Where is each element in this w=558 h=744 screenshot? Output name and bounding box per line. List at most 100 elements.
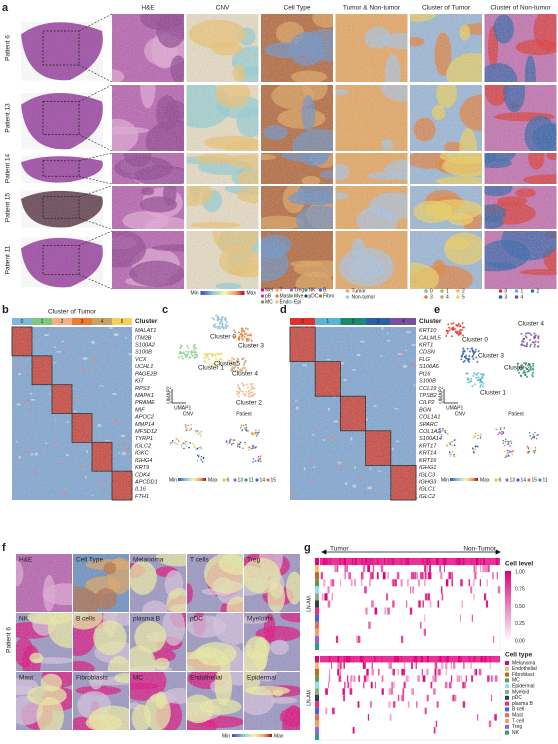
umap-point (462, 352, 465, 355)
umap-point (218, 358, 221, 361)
mini-umap-point (502, 431, 504, 433)
umap-point (465, 357, 468, 360)
cluster-header (72, 318, 92, 325)
umap-point (527, 362, 530, 365)
label: Treg (512, 724, 522, 730)
umap-point (241, 367, 244, 370)
umap-point (467, 381, 470, 384)
texture (335, 14, 408, 82)
heat-cell (426, 668, 429, 676)
umap-point (460, 354, 463, 357)
mini-umap-point (506, 449, 509, 452)
heat-cell (363, 675, 367, 682)
label: KRT10 (419, 328, 437, 334)
heat-cell (402, 668, 406, 676)
umap-point (195, 347, 198, 350)
heat-cell (482, 565, 485, 573)
heat-cell (403, 662, 406, 669)
heat-cell (413, 572, 415, 580)
umap-point (521, 367, 524, 370)
mini-umap-point (510, 442, 513, 444)
tissue (335, 186, 408, 229)
legend-dot (255, 478, 259, 482)
label: 15 (271, 477, 277, 483)
label: 3 (81, 319, 84, 325)
umap-point (461, 350, 464, 353)
mini-umap-point (169, 442, 172, 445)
tissue (410, 231, 482, 289)
umap-point (251, 395, 254, 398)
label: PRAME (135, 400, 155, 406)
legend-dot (498, 289, 503, 293)
umap-point (526, 343, 529, 346)
row-color (315, 593, 319, 601)
row-color (315, 681, 319, 689)
mini-umap-point (454, 455, 457, 458)
legend-dot (514, 289, 519, 293)
mini-umap-point (239, 441, 242, 444)
label: 14 (521, 477, 527, 483)
umap-point (516, 362, 519, 365)
label: Cluster (419, 318, 442, 325)
umap-point (240, 332, 243, 335)
heat-cell (320, 572, 324, 580)
mini-umap-point (196, 430, 198, 433)
label: IGKC (135, 451, 150, 457)
heat-cell (465, 675, 467, 682)
umap-point (536, 345, 539, 348)
umap-point (189, 356, 192, 359)
label: 0 (505, 288, 508, 294)
heat-cell (463, 662, 465, 669)
texture (484, 14, 557, 82)
umap-point (519, 374, 522, 377)
umap-point (537, 340, 540, 343)
umap-point (524, 335, 527, 338)
heat-cell (415, 662, 417, 669)
label: Patient 13 (5, 103, 12, 133)
texture (244, 554, 300, 612)
mini-umap-point (239, 426, 242, 429)
umap-point (476, 360, 479, 363)
zoom-line (78, 134, 113, 152)
heat-cell (474, 668, 477, 676)
heat-cell (336, 565, 339, 573)
texture (186, 186, 259, 229)
mini-umap-point (184, 423, 187, 426)
label: IGLC1 (419, 487, 435, 493)
mini-umap-point (452, 450, 454, 453)
heat-cell (372, 565, 375, 573)
heat-cell (456, 675, 460, 682)
heat-cell (380, 565, 384, 573)
label: SPARC (419, 422, 439, 428)
row-color (315, 600, 319, 608)
mini-umap-point (259, 460, 262, 463)
tissue (186, 14, 259, 82)
texture (187, 554, 243, 612)
tissue (112, 153, 184, 184)
row-color (315, 621, 319, 629)
umap-point (466, 372, 469, 375)
label: MMP14 (135, 422, 154, 428)
tissue (73, 554, 129, 612)
label: NK (19, 616, 29, 623)
umap-point (215, 314, 218, 317)
heat-cell (415, 701, 418, 708)
umap-point (190, 352, 193, 355)
mini-umap-point (474, 448, 476, 451)
label: B cell (512, 707, 524, 713)
tissue (187, 672, 243, 730)
umap-point (532, 362, 535, 365)
mini-umap-point (446, 440, 449, 443)
umap-point (524, 371, 527, 374)
mini-umap-point (193, 444, 196, 447)
label: MFSD12 (135, 429, 158, 435)
label: Epidermal (512, 684, 535, 690)
heat-cell (338, 675, 342, 682)
heat-cell (497, 586, 501, 594)
mini-umap-point (499, 428, 502, 431)
heat-cell (361, 579, 363, 587)
label: S100A6 (419, 364, 440, 370)
umap-point (210, 353, 213, 356)
mini-umap-point (530, 438, 533, 440)
heat-cell (460, 579, 463, 587)
